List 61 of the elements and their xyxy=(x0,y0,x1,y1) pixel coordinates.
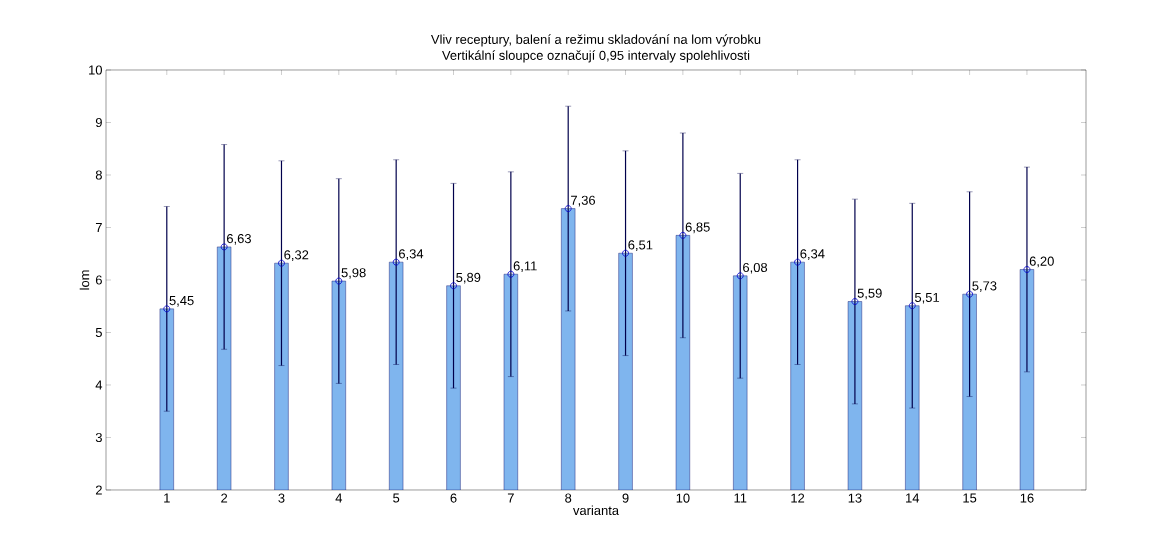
point xyxy=(1023,266,1031,273)
x-tick-label: 8 xyxy=(565,493,572,503)
x-tick-label: 11 xyxy=(734,493,747,503)
y-tick-label: 8 xyxy=(95,170,102,180)
point xyxy=(450,282,457,290)
data-label: 6,63 xyxy=(226,234,251,245)
chart-title: Vliv receptury, balení a režimu skladování na lom výrobku xyxy=(430,34,761,47)
x-tick-label: 13 xyxy=(848,493,862,503)
point xyxy=(966,290,974,298)
y-tick-label: 2 xyxy=(95,485,102,495)
x-axis-title: varianta xyxy=(573,505,620,516)
chart-subtitle: Vertikální sloupce označují 0,95 intervaly spolehlivosti xyxy=(442,50,750,63)
point xyxy=(622,249,629,257)
y-tick-label: 10 xyxy=(89,65,102,75)
x-tick-label: 4 xyxy=(335,493,343,503)
y-tick-label: 5 xyxy=(95,327,102,337)
point xyxy=(220,243,228,251)
data-label: 6,85 xyxy=(685,222,710,234)
data-label: 6,32 xyxy=(284,250,309,261)
data-label: 5,89 xyxy=(456,272,481,284)
point xyxy=(794,258,801,266)
x-tick-label: 1 xyxy=(164,493,170,503)
data-label: 6,34 xyxy=(800,249,825,260)
point xyxy=(679,231,687,239)
point xyxy=(908,302,916,310)
x-tick-label: 7 xyxy=(507,493,514,503)
data-label: 6,08 xyxy=(743,262,768,274)
x-tick-label: 12 xyxy=(791,493,805,503)
point xyxy=(163,305,171,313)
y-tick-label: 6 xyxy=(95,275,102,285)
x-tick-label: 15 xyxy=(963,493,977,503)
x-tick-label: 9 xyxy=(622,493,629,503)
x-tick-label: 6 xyxy=(450,493,457,503)
point xyxy=(564,205,572,212)
data-label: 6,20 xyxy=(1029,256,1054,268)
point xyxy=(392,258,400,266)
y-tick-label: 3 xyxy=(95,432,102,443)
x-tick-label: 3 xyxy=(278,493,285,503)
x-tick-label: 16 xyxy=(1020,493,1034,503)
data-label: 6,11 xyxy=(513,261,537,273)
point xyxy=(851,298,859,305)
y-axis-title: lom xyxy=(79,270,90,290)
x-tick-label: 2 xyxy=(221,493,228,503)
data-label: 5,51 xyxy=(914,292,940,304)
data-label: 5,98 xyxy=(341,268,366,279)
x-tick-label: 5 xyxy=(393,493,400,503)
y-tick-label: 4 xyxy=(95,380,103,390)
data-label: 5,45 xyxy=(169,296,194,307)
x-tick-label: 10 xyxy=(676,493,690,503)
point xyxy=(335,277,343,285)
data-label: 6,51 xyxy=(628,240,653,252)
y-tick-label: 9 xyxy=(95,117,102,128)
x-tick-label: 14 xyxy=(906,493,920,503)
point xyxy=(278,259,285,267)
point xyxy=(736,272,744,280)
data-label: 6,34 xyxy=(399,249,424,260)
data-label: 7,36 xyxy=(571,195,596,207)
y-tick-label: 7 xyxy=(95,223,102,232)
data-label: 5,59 xyxy=(857,288,882,300)
data-label: 5,73 xyxy=(972,281,997,292)
point xyxy=(507,270,515,278)
